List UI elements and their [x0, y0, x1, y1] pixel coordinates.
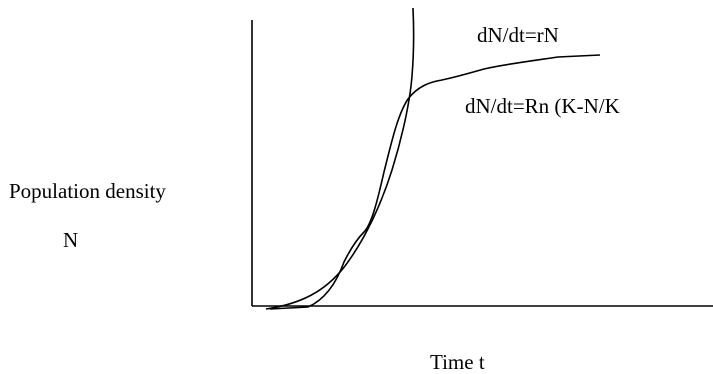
x-axis-title: Time t — [430, 350, 485, 374]
logistic-equation-label: dN/dt=Rn (K-N/K — [465, 94, 620, 118]
y-axis-title: Population density — [9, 179, 166, 203]
y-axis-symbol: N — [63, 228, 79, 252]
logistic-curve — [269, 54, 601, 310]
exponential-curve — [265, 7, 415, 310]
exponential-equation-label: dN/dt=rN — [477, 23, 559, 47]
